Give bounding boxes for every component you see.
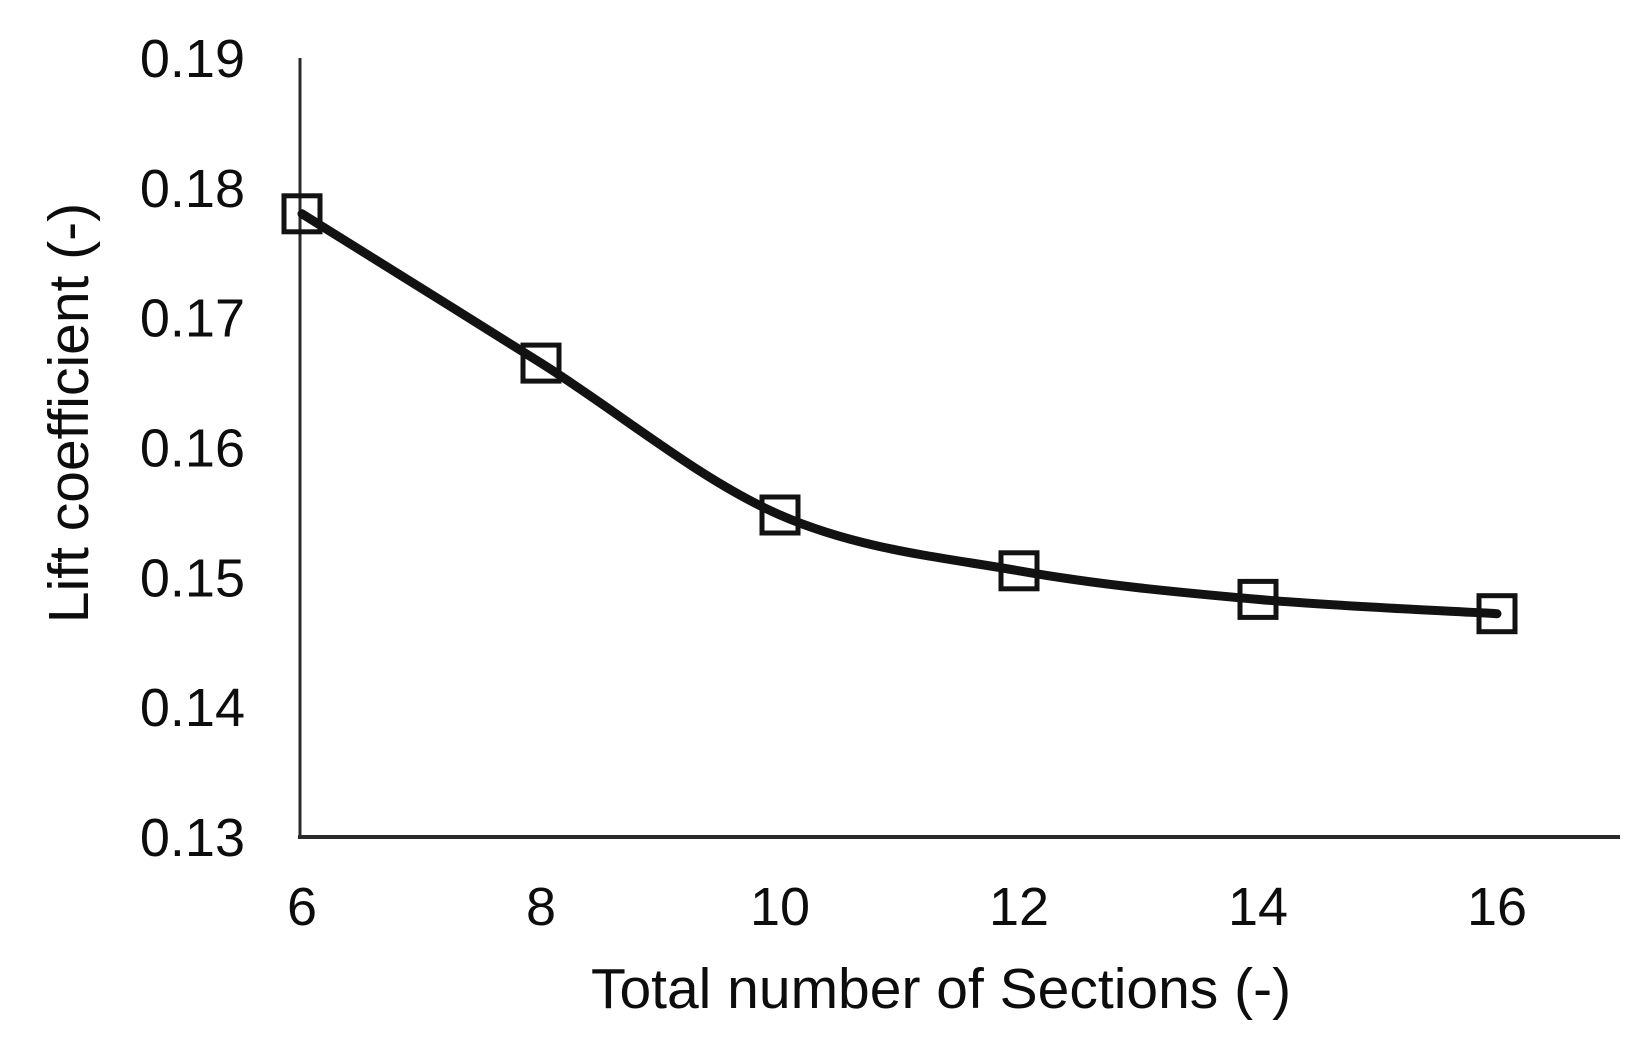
data-point-marker: [998, 550, 1040, 592]
y-tick-label: 0.18: [140, 159, 245, 219]
x-tick-label: 6: [287, 877, 317, 937]
y-tick-label: 0.15: [140, 548, 245, 608]
x-tick-label: 14: [1228, 877, 1288, 937]
data-point-marker: [1237, 578, 1279, 620]
x-axis-title: Total number of Sections (-): [591, 957, 1291, 1021]
y-tick-label: 0.19: [140, 29, 245, 89]
x-tick-label: 10: [750, 877, 810, 937]
y-axis-title: Lift coefficient (-): [37, 203, 101, 623]
series-line: [297, 209, 1502, 619]
y-tick-label: 0.16: [140, 419, 245, 479]
y-tick-label: 0.14: [140, 678, 245, 738]
data-point-marker: [520, 342, 562, 384]
y-tick-label: 0.17: [140, 289, 245, 349]
series-layer: [281, 193, 1518, 635]
axes-layer: [298, 58, 1620, 839]
x-tick-label: 12: [989, 877, 1049, 937]
y-tick-label: 0.13: [140, 808, 245, 868]
data-point-marker: [281, 193, 323, 235]
data-point-marker: [1476, 593, 1518, 635]
x-tick-label: 16: [1467, 877, 1527, 937]
x-tick-label: 8: [526, 877, 556, 937]
data-point-marker: [759, 494, 801, 536]
tick-layer: 0.13 0.14 0.15 0.16 0.17 0.18 0.19 6 8 10 12 14 16: [140, 29, 1527, 937]
